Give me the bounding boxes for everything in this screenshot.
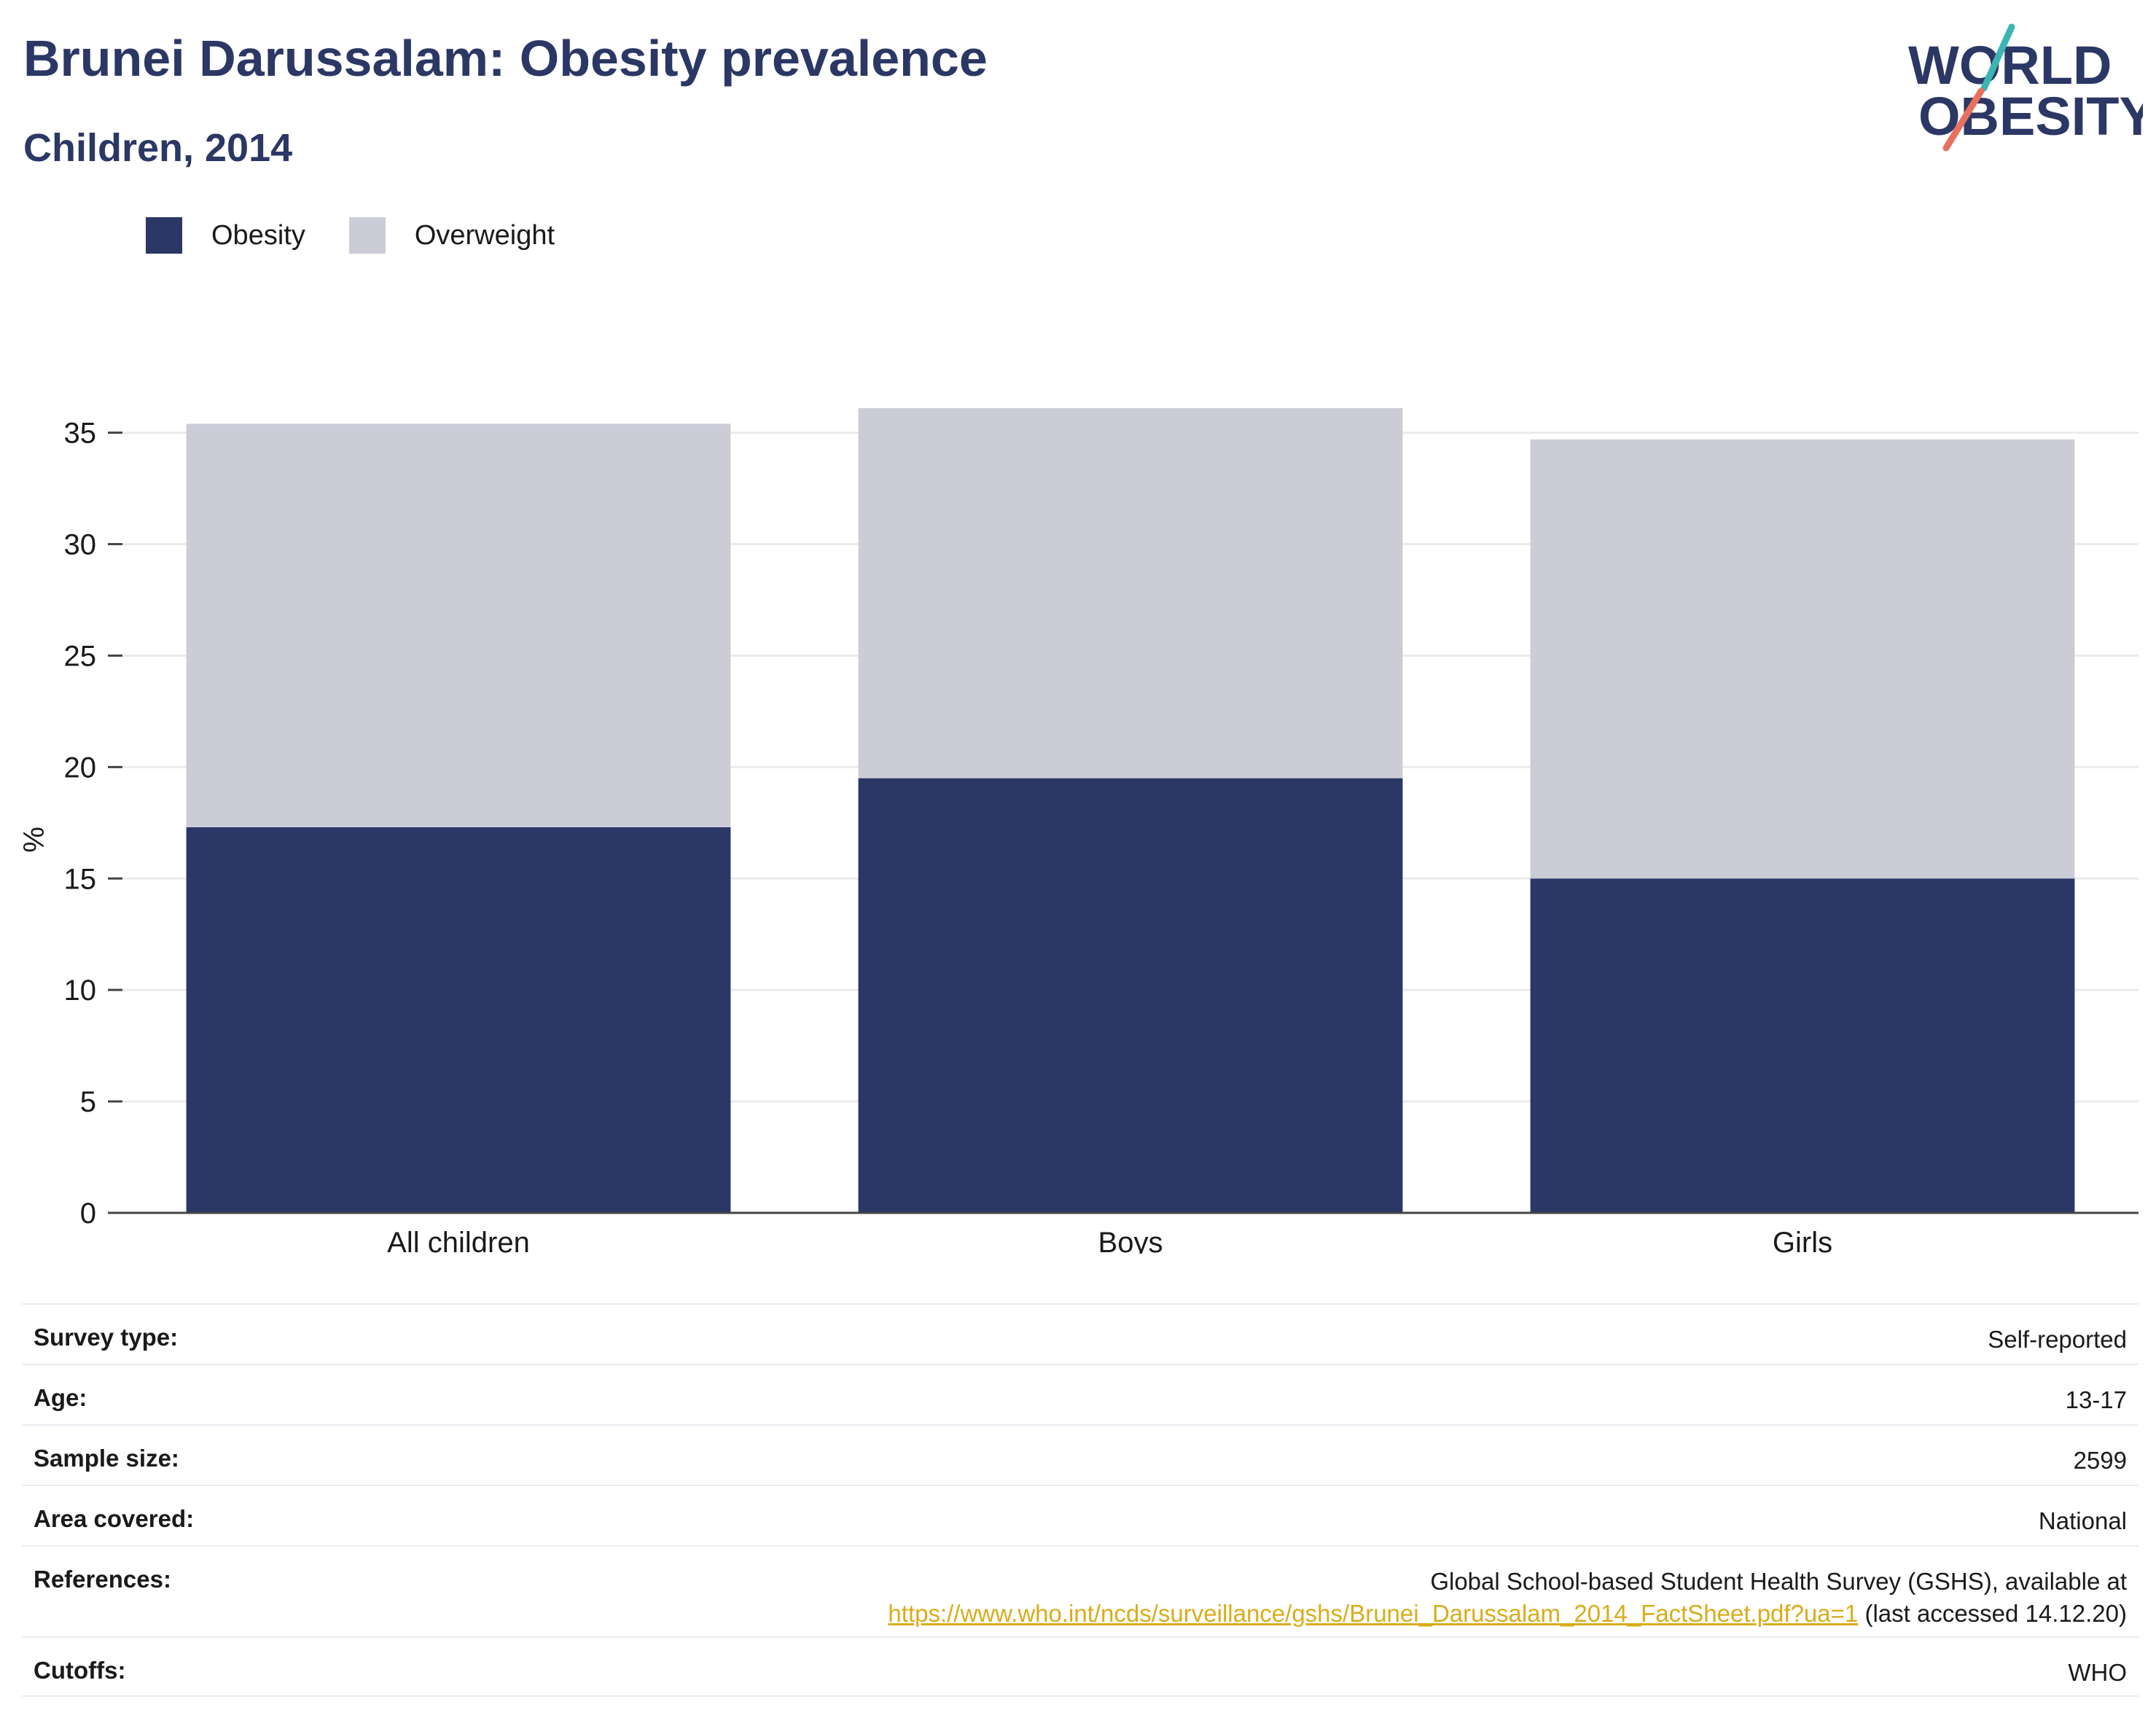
- y-tick-label: 5: [80, 1086, 96, 1118]
- reference-link[interactable]: https://www.who.int/ncds/surveillance/gs…: [888, 1600, 1859, 1627]
- info-label: Area covered:: [34, 1505, 195, 1532]
- bar-overweight-boys: [858, 408, 1403, 778]
- info-value: 13-17: [2065, 1386, 2127, 1413]
- reference-text: Global School-based Student Health Surve…: [1430, 1568, 2127, 1595]
- info-row-cutoffs: Cutoffs: WHO: [22, 1636, 2139, 1697]
- legend-item-overweight: Overweight: [348, 217, 555, 254]
- x-tick-label: All children: [387, 1227, 530, 1254]
- info-row-sample-size: Sample size: 2599: [22, 1424, 2139, 1485]
- y-tick-label: 25: [64, 640, 97, 672]
- info-value: Self-reported: [1988, 1326, 2127, 1353]
- y-tick-label: 15: [64, 863, 97, 895]
- info-row-survey-type: Survey type: Self-reported: [22, 1303, 2139, 1364]
- info-label: References:: [34, 1566, 171, 1593]
- x-tick-labels: All children Boys Girls: [387, 1227, 1832, 1254]
- y-tick-labels: 0 5 10 15 20 25 30 35: [64, 418, 97, 1230]
- chart-legend: Obesity Overweight: [146, 216, 598, 255]
- bar-obesity-all-children: [186, 827, 731, 1213]
- y-tick-label: 10: [64, 975, 97, 1007]
- x-tick-label: Girls: [1773, 1227, 1832, 1254]
- reference-suffix: (last accessed 14.12.20): [1858, 1600, 2127, 1627]
- stacked-bar-chart: 0 5 10 15 20 25 30 35 All children Boys Girls %: [18, 408, 2139, 1254]
- legend-label-obesity: Obesity: [211, 219, 305, 251]
- info-value: WHO: [2068, 1659, 2127, 1686]
- info-value: National: [2038, 1507, 2127, 1534]
- chart-title: Brunei Darussalam: Obesity prevalence: [23, 30, 988, 87]
- legend-label-overweight: Overweight: [414, 219, 555, 251]
- y-tick-label: 30: [64, 529, 97, 561]
- info-row-area-covered: Area covered: National: [22, 1485, 2139, 1545]
- bar-obesity-boys: [858, 778, 1403, 1213]
- survey-info-table: Survey type: Self-reported Age: 13-17 Sa…: [22, 1303, 2139, 1697]
- y-tick-label: 35: [64, 418, 97, 450]
- legend-swatch-overweight: [348, 217, 386, 254]
- info-label: Cutoffs:: [34, 1657, 126, 1684]
- x-tick-label: Boys: [1098, 1227, 1163, 1254]
- y-tick-label: 20: [64, 751, 97, 784]
- bar-obesity-girls: [1530, 878, 2075, 1213]
- bar-overweight-girls: [1530, 439, 2075, 879]
- info-row-age: Age: 13-17: [22, 1364, 2139, 1424]
- info-label: Sample size:: [34, 1445, 179, 1472]
- bars: [186, 408, 2075, 1213]
- info-value: Global School-based Student Health Surve…: [888, 1566, 2127, 1630]
- chart-subtitle: Children, 2014: [23, 126, 293, 170]
- info-label: Survey type:: [34, 1324, 179, 1351]
- legend-item-obesity: Obesity: [146, 217, 305, 254]
- logo-slash-coral: [1942, 87, 1985, 152]
- bar-overweight-all-children: [186, 423, 731, 827]
- y-tick-label: 0: [80, 1198, 96, 1230]
- info-value: 2599: [2073, 1447, 2127, 1474]
- info-label: Age:: [34, 1384, 87, 1411]
- info-row-references: References: Global School-based Student …: [22, 1545, 2139, 1636]
- legend-swatch-obesity: [146, 217, 182, 254]
- y-axis-label: %: [18, 827, 50, 853]
- world-obesity-logo: WORLD OBESITY: [1908, 23, 2143, 152]
- logo-slash-teal: [1980, 23, 2015, 92]
- logo-text-world: WORLD: [1908, 35, 2112, 95]
